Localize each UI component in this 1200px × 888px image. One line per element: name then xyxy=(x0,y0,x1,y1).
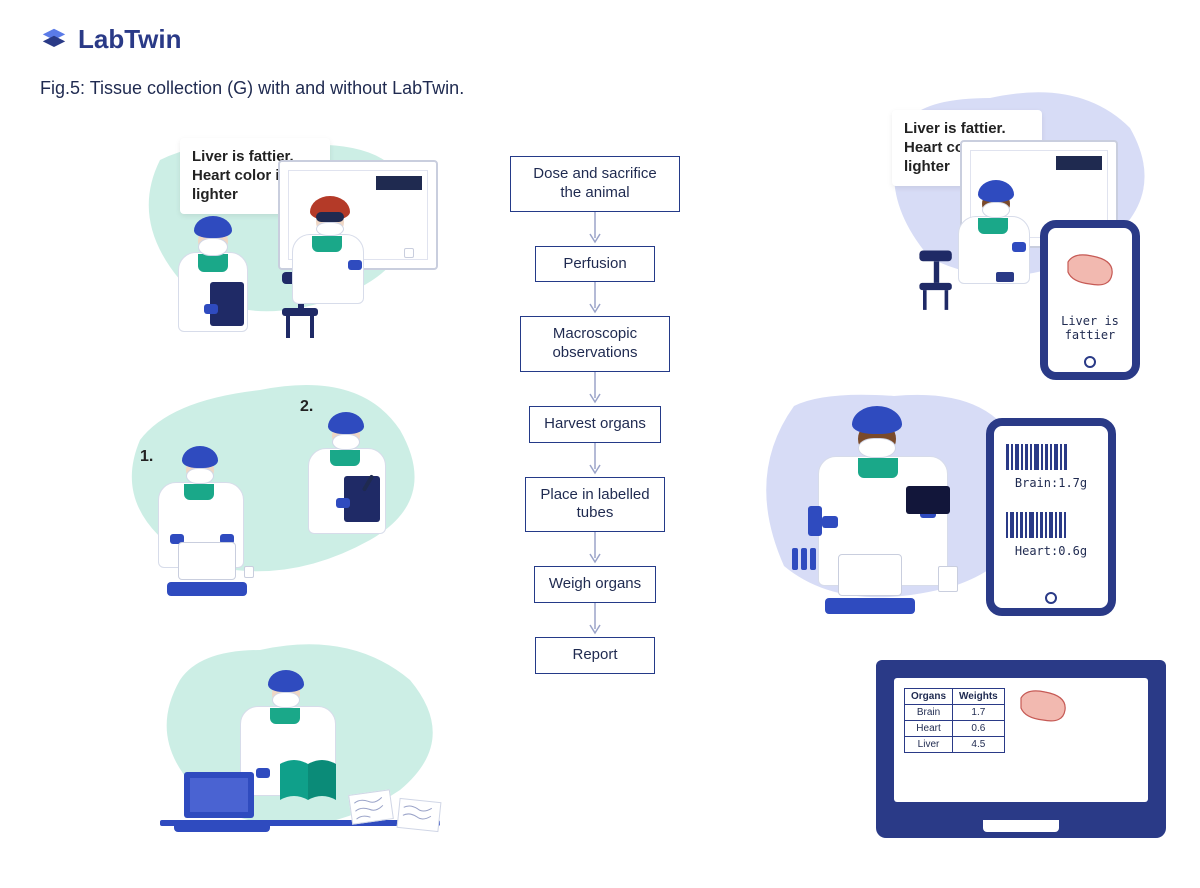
sample-tubes xyxy=(792,548,816,570)
scientist-recorder-2 xyxy=(300,404,400,554)
reading-brain: Brain:1.7g xyxy=(994,476,1108,490)
table-header: Organs xyxy=(905,689,953,705)
reading-heart: Heart:0.6g xyxy=(994,544,1108,558)
phone-liver: Liver is fattier xyxy=(1040,220,1140,380)
laptop-small-icon xyxy=(174,770,270,839)
phone-small-icon xyxy=(996,272,1014,282)
brand-logo: LabTwin xyxy=(40,24,182,55)
phone-readings: Brain:1.7g Heart:0.6g xyxy=(986,418,1116,616)
sample-cube xyxy=(244,566,254,578)
flow-arrow xyxy=(589,212,601,246)
flow-step: Weigh organs xyxy=(534,566,656,603)
phone-caption: Liver is fattier xyxy=(1048,314,1132,342)
figure-caption: Fig.5: Tissue collection (G) with and wi… xyxy=(40,78,464,99)
flow-step: Macroscopic observations xyxy=(520,316,670,372)
flow-arrow xyxy=(589,282,601,316)
flow-step: Report xyxy=(535,637,655,674)
liver-icon xyxy=(1064,252,1116,293)
flow-arrow xyxy=(589,372,601,406)
flow-arrow xyxy=(589,532,601,566)
flow-step: Perfusion xyxy=(535,246,655,283)
logo-text-lab: Lab xyxy=(78,24,124,54)
barcode-scanner-icon xyxy=(906,486,950,514)
open-book-icon xyxy=(278,758,338,802)
logo-text-twin: Twin xyxy=(124,24,181,54)
process-flow: Dose and sacrifice the animal Perfusion … xyxy=(490,156,700,674)
scale-device xyxy=(178,542,247,596)
flow-step: Place in labelled tubes xyxy=(525,477,665,533)
barcode-icon xyxy=(1006,444,1096,470)
flow-arrow xyxy=(589,443,601,477)
organs-table: Organs Weights Brain 1.7 Heart 0.6 Liver… xyxy=(904,688,1005,753)
scientist-recorder xyxy=(168,208,258,338)
paper-notes xyxy=(397,798,442,832)
flow-step: Dose and sacrifice the animal xyxy=(510,156,680,212)
scale-device xyxy=(838,554,915,614)
table-row: Heart 0.6 xyxy=(905,721,1005,737)
sample-tube-held xyxy=(808,506,822,536)
flow-step: Harvest organs xyxy=(529,406,661,443)
barcode-icon xyxy=(1006,512,1096,538)
flow-arrow xyxy=(589,603,601,637)
logo-icon xyxy=(40,26,68,54)
laptop-report: Organs Weights Brain 1.7 Heart 0.6 Liver… xyxy=(876,660,1166,838)
paper-notes xyxy=(348,789,394,825)
scientist-operator xyxy=(286,190,376,310)
table-header: Weights xyxy=(953,689,1005,705)
table-row: Brain 1.7 xyxy=(905,705,1005,721)
table-row: Liver 4.5 xyxy=(905,737,1005,753)
liver-icon xyxy=(1017,688,1069,729)
